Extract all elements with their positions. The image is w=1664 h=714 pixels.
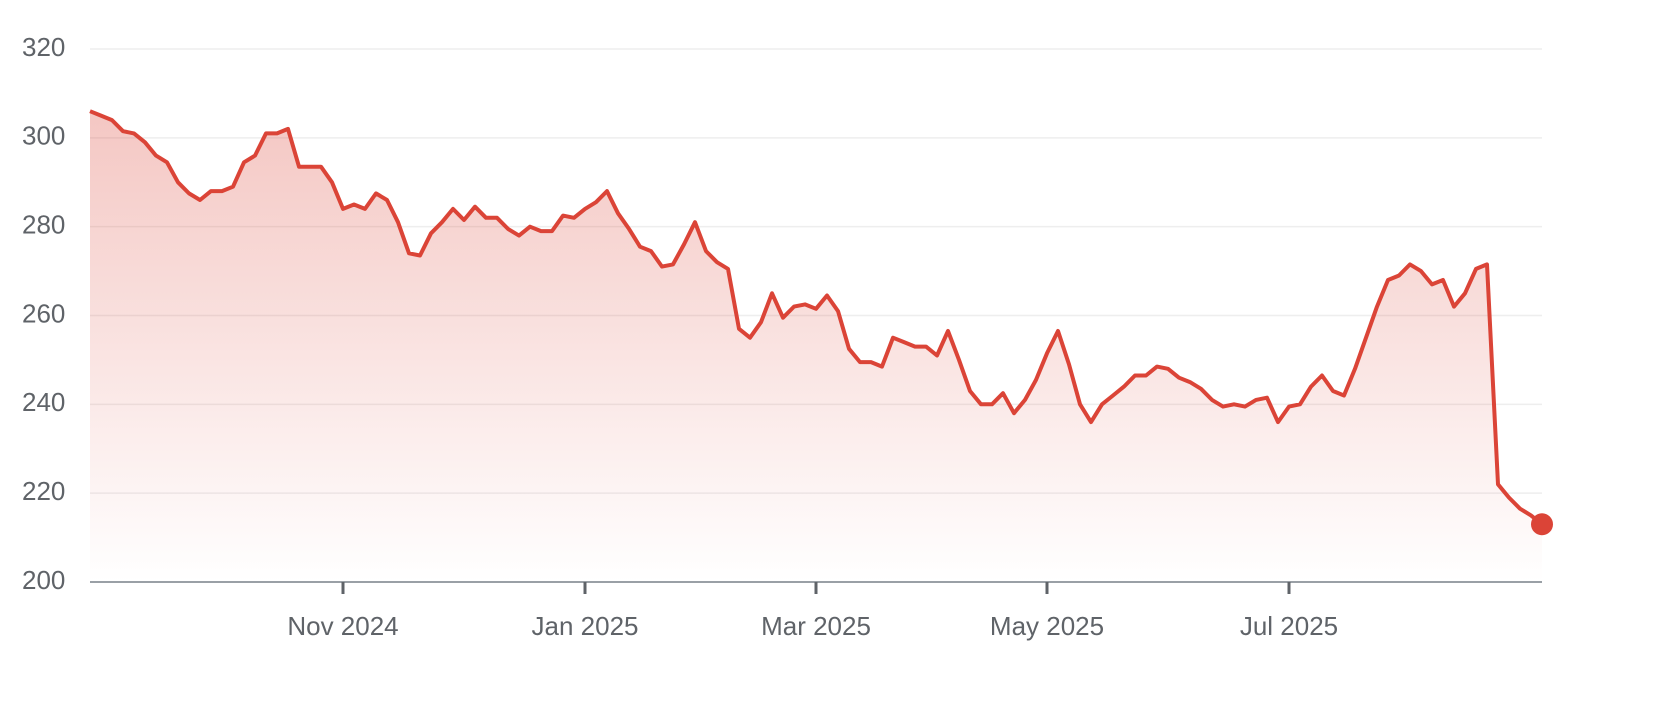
area <box>90 111 1542 582</box>
y-tick-label: 220 <box>22 476 65 506</box>
x-tick-label: Nov 2024 <box>287 611 398 641</box>
y-tick-label: 300 <box>22 121 65 151</box>
y-tick-label: 260 <box>22 298 65 328</box>
price-line <box>89 109 1544 526</box>
end-point <box>1531 513 1553 536</box>
y-tick-label: 280 <box>22 210 65 240</box>
x-tick-label: May 2025 <box>990 611 1104 641</box>
y-tick-label: 240 <box>22 387 65 417</box>
y-tick-label: 200 <box>22 565 65 595</box>
x-tick-label: Mar 2025 <box>761 611 871 641</box>
x-tick-label: Jan 2025 <box>532 611 639 641</box>
x-tick-label: Jul 2025 <box>1240 611 1338 641</box>
y-tick-label: 320 <box>22 32 65 62</box>
